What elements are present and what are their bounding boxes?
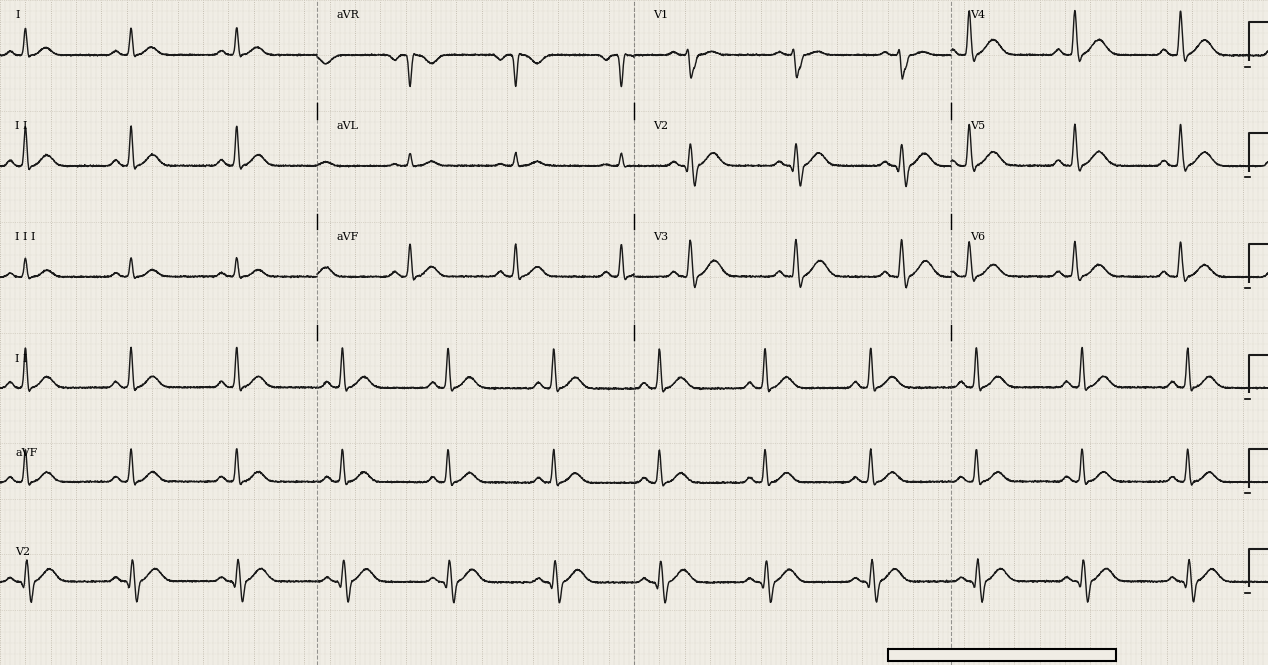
Text: V2: V2 [653, 121, 668, 131]
Text: I I: I I [15, 354, 28, 364]
Text: I I I: I I I [15, 231, 36, 241]
Bar [888, 650, 1116, 660]
Text: aVF: aVF [15, 448, 38, 458]
Text: V2: V2 [15, 547, 30, 557]
Text: aVL: aVL [336, 121, 358, 131]
Text: V5: V5 [970, 121, 985, 131]
Text: aVR: aVR [336, 10, 359, 20]
Text: I: I [15, 10, 20, 20]
Text: V6: V6 [970, 231, 985, 241]
Text: V4: V4 [970, 10, 985, 20]
Text: I I: I I [15, 121, 28, 131]
Text: aVF: aVF [336, 231, 359, 241]
Text: V1: V1 [653, 10, 668, 20]
Text: V3: V3 [653, 231, 668, 241]
